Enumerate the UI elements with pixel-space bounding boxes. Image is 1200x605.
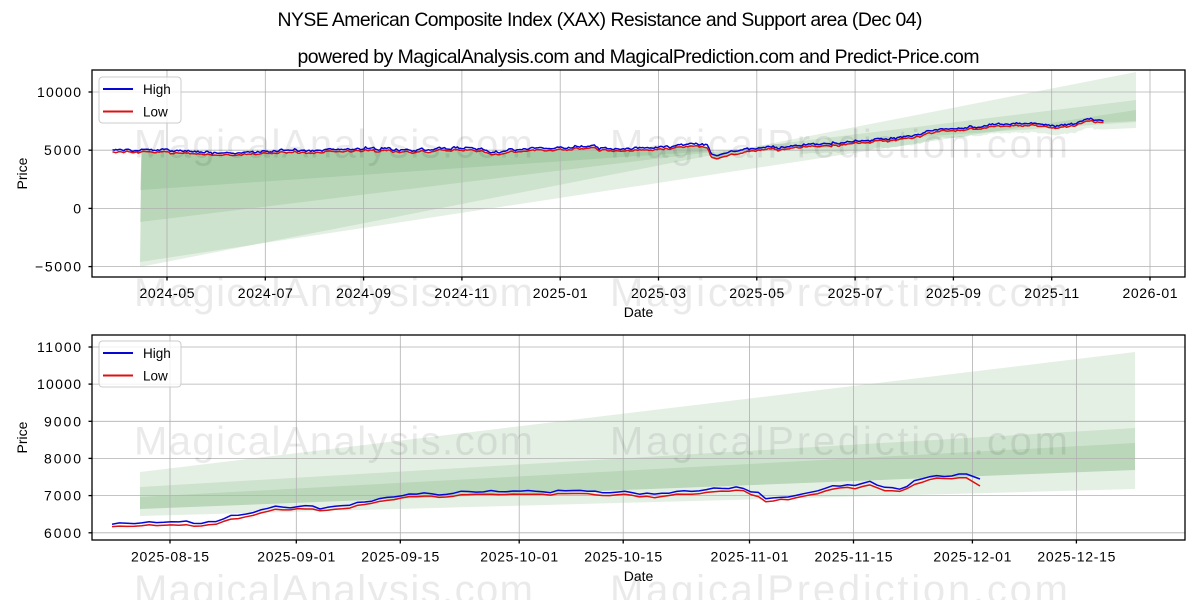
svg-text:MagicalAnalysis.com: MagicalAnalysis.com (134, 271, 533, 315)
svg-text:2026-01: 2026-01 (1123, 285, 1178, 301)
svg-text:2025-09-15: 2025-09-15 (361, 549, 439, 565)
svg-text:2025-12-01: 2025-12-01 (933, 549, 1011, 565)
svg-text:8000: 8000 (44, 450, 81, 466)
svg-text:2025-11-01: 2025-11-01 (711, 549, 789, 565)
svg-text:11000: 11000 (37, 339, 81, 355)
svg-text:2025-10-15: 2025-10-15 (584, 549, 662, 565)
svg-text:7000: 7000 (44, 488, 81, 504)
svg-text:Low: Low (143, 369, 168, 384)
svg-text:10000: 10000 (37, 376, 81, 392)
svg-text:High: High (143, 82, 171, 97)
svg-text:2025-12-15: 2025-12-15 (1037, 549, 1115, 565)
svg-text:2025-07: 2025-07 (828, 285, 883, 301)
svg-text:Price: Price (14, 157, 30, 189)
svg-text:MagicalAnalysis.com: MagicalAnalysis.com (134, 568, 533, 600)
svg-text:MagicalPrediction.com: MagicalPrediction.com (610, 420, 1068, 464)
svg-text:2024-07: 2024-07 (238, 285, 293, 301)
svg-text:2025-09-01: 2025-09-01 (257, 549, 335, 565)
svg-text:Low: Low (143, 105, 168, 120)
svg-text:5000: 5000 (44, 142, 81, 158)
svg-text:2025-09: 2025-09 (926, 285, 981, 301)
svg-text:MagicalPrediction.com: MagicalPrediction.com (610, 271, 1068, 315)
svg-text:2025-10-01: 2025-10-01 (480, 549, 558, 565)
svg-text:MagicalAnalysis.com: MagicalAnalysis.com (134, 420, 533, 464)
svg-text:Price: Price (14, 421, 30, 453)
svg-text:6000: 6000 (44, 525, 81, 541)
svg-text:2024-05: 2024-05 (140, 285, 195, 301)
svg-text:MagicalPrediction.com: MagicalPrediction.com (610, 568, 1068, 600)
svg-text:0: 0 (73, 200, 81, 216)
svg-text:2024-11: 2024-11 (434, 285, 489, 301)
svg-text:2025-03: 2025-03 (631, 285, 686, 301)
svg-text:NYSE American Composite Index: NYSE American Composite Index (XAX) Resi… (278, 9, 923, 31)
svg-text:High: High (143, 346, 171, 361)
svg-text:9000: 9000 (44, 413, 81, 429)
svg-text:2025-11: 2025-11 (1024, 285, 1079, 301)
svg-text:MagicalPrediction.com: MagicalPrediction.com (610, 123, 1068, 167)
svg-text:2025-08-15: 2025-08-15 (131, 549, 209, 565)
svg-text:powered by MagicalAnalysis.com: powered by MagicalAnalysis.com and Magic… (298, 46, 980, 68)
svg-text:10000: 10000 (37, 84, 81, 100)
svg-text:MagicalAnalysis.com: MagicalAnalysis.com (134, 123, 533, 167)
svg-text:−5000: −5000 (35, 259, 81, 275)
svg-text:2025-05: 2025-05 (729, 285, 784, 301)
svg-text:Date: Date (624, 568, 654, 584)
svg-text:2025-01: 2025-01 (533, 285, 588, 301)
svg-text:2025-11-15: 2025-11-15 (815, 549, 893, 565)
svg-text:Date: Date (624, 304, 654, 320)
svg-text:2024-09: 2024-09 (336, 285, 391, 301)
